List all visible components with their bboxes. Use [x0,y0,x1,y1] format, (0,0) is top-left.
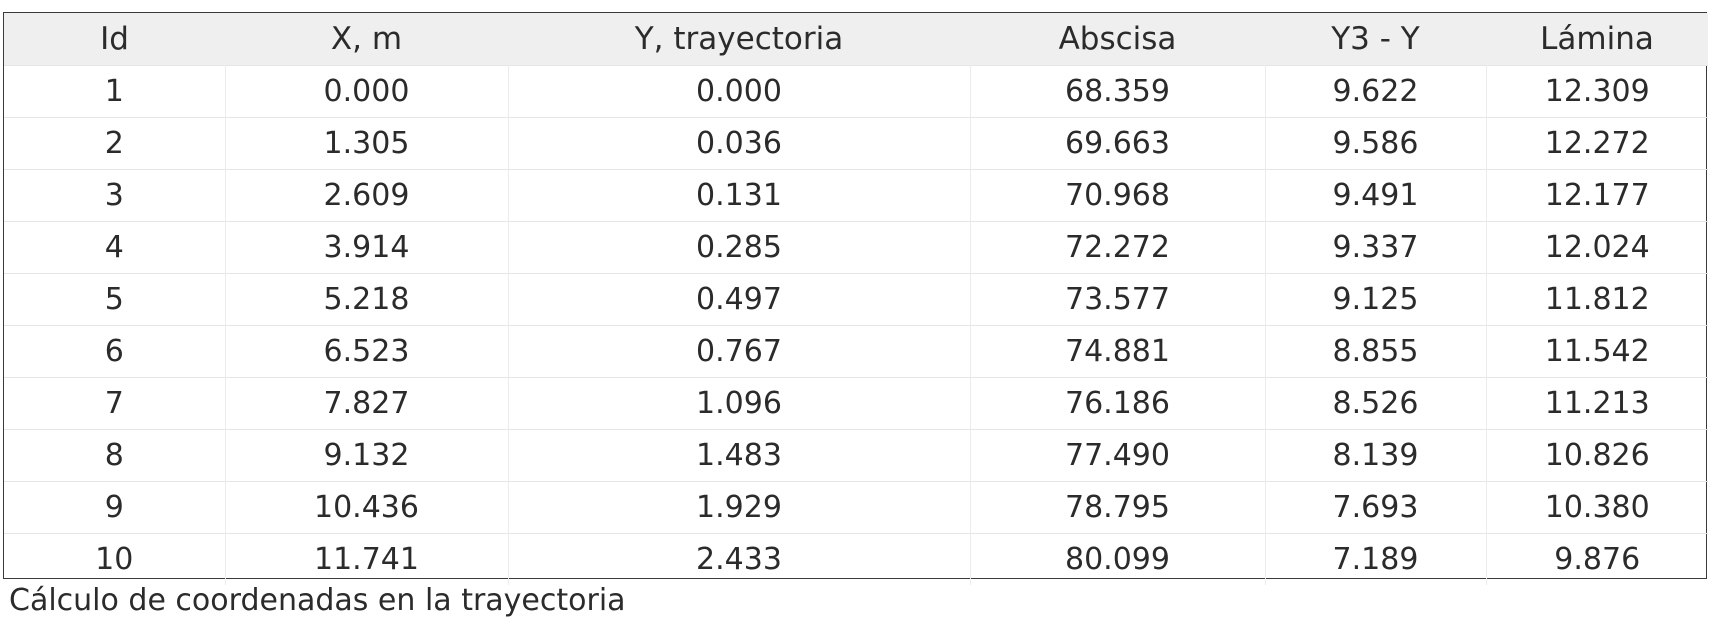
cell-x: 9.132 [224,429,508,482]
cell-y-trayectoria: 1.483 [507,429,970,482]
cell-lamina: 12.024 [1485,221,1708,274]
cell-y-trayectoria: 1.096 [507,377,970,430]
header-row: Id X, m Y, trayectoria Abscisa Y3 - Y Lá… [4,13,1708,66]
cell-y3-minus-y: 8.526 [1264,377,1486,430]
cell-y3-minus-y: 9.125 [1264,273,1486,326]
column-header-y3-minus-y: Y3 - Y [1331,21,1420,57]
cell-y3-minus-y: 8.855 [1264,325,1486,378]
cell-y3-minus-y: 7.693 [1264,481,1486,534]
cell-lamina: 11.812 [1485,273,1708,326]
cell-id: 10 [95,542,134,577]
cell-abscisa: 69.663 [969,117,1265,170]
cell-lamina: 11.542 [1485,325,1708,378]
cell-lamina: 12.272 [1485,117,1708,170]
cell-x: 6.523 [224,325,508,378]
table-row: 5 5.218 0.497 73.577 9.125 11.812 [4,273,1708,326]
table-row: 10 11.741 2.433 80.099 7.189 9.876 [4,533,1708,585]
cell-y-trayectoria: 0.131 [507,169,970,222]
table-caption: Cálculo de coordenadas en la trayectoria [9,583,626,618]
cell-x: 11.741 [224,533,508,585]
cell-abscisa: 74.881 [969,325,1265,378]
cell-abscisa: 80.099 [969,533,1265,585]
table-row: 4 3.914 0.285 72.272 9.337 12.024 [4,221,1708,274]
cell-abscisa: 73.577 [969,273,1265,326]
cell-id: 8 [104,438,124,473]
coordinates-table: Id X, m Y, trayectoria Abscisa Y3 - Y Lá… [4,13,1708,585]
cell-lamina: 12.177 [1485,169,1708,222]
column-header-x: X, m [330,21,403,57]
cell-abscisa: 78.795 [969,481,1265,534]
cell-id: 3 [104,178,124,213]
cell-y-trayectoria: 1.929 [507,481,970,534]
cell-x: 2.609 [224,169,508,222]
cell-abscisa: 77.490 [969,429,1265,482]
cell-y-trayectoria: 0.285 [507,221,970,274]
cell-x: 7.827 [224,377,508,430]
cell-x: 0.000 [224,65,508,118]
cell-id: 5 [104,282,124,317]
cell-y3-minus-y: 9.622 [1264,65,1486,118]
cell-id: 6 [104,334,124,369]
table-row: 6 6.523 0.767 74.881 8.855 11.542 [4,325,1708,378]
table-row: 1 0.000 0.000 68.359 9.622 12.309 [4,65,1708,118]
cell-y3-minus-y: 9.337 [1264,221,1486,274]
cell-id: 9 [104,490,124,525]
cell-abscisa: 68.359 [969,65,1265,118]
coordinates-table-container: Id X, m Y, trayectoria Abscisa Y3 - Y Lá… [3,12,1708,585]
cell-x: 3.914 [224,221,508,274]
cell-id: 7 [104,386,124,421]
column-header-y-trayectoria: Y, trayectoria [634,21,844,57]
table-row: 8 9.132 1.483 77.490 8.139 10.826 [4,429,1708,482]
cell-y3-minus-y: 7.189 [1264,533,1486,585]
cell-id: 1 [104,74,124,109]
cell-abscisa: 70.968 [969,169,1265,222]
table-row: 2 1.305 0.036 69.663 9.586 12.272 [4,117,1708,170]
cell-id: 2 [104,126,124,161]
cell-id: 4 [104,230,124,265]
cell-y-trayectoria: 2.433 [507,533,970,585]
column-header-lamina: Lámina [1540,21,1654,57]
cell-x: 5.218 [224,273,508,326]
cell-x: 1.305 [224,117,508,170]
cell-y-trayectoria: 0.000 [507,65,970,118]
column-header-abscisa: Abscisa [1058,21,1177,57]
cell-abscisa: 76.186 [969,377,1265,430]
column-header-id: Id [100,21,129,57]
cell-y3-minus-y: 9.586 [1264,117,1486,170]
table-row: 7 7.827 1.096 76.186 8.526 11.213 [4,377,1708,430]
cell-y-trayectoria: 0.767 [507,325,970,378]
cell-lamina: 11.213 [1485,377,1708,430]
cell-lamina: 9.876 [1485,533,1708,585]
cell-lamina: 12.309 [1485,65,1708,118]
cell-lamina: 10.380 [1485,481,1708,534]
cell-abscisa: 72.272 [969,221,1265,274]
cell-y-trayectoria: 0.497 [507,273,970,326]
table-header: Id X, m Y, trayectoria Abscisa Y3 - Y Lá… [4,13,1708,66]
cell-lamina: 10.826 [1485,429,1708,482]
cell-y-trayectoria: 0.036 [507,117,970,170]
table-body: 1 0.000 0.000 68.359 9.622 12.309 2 1.305 0.036 6… [4,65,1708,585]
cell-y3-minus-y: 8.139 [1264,429,1486,482]
table-row: 3 2.609 0.131 70.968 9.491 12.177 [4,169,1708,222]
cell-x: 10.436 [224,481,508,534]
table-row: 9 10.436 1.929 78.795 7.693 10.380 [4,481,1708,534]
cell-y3-minus-y: 9.491 [1264,169,1486,222]
